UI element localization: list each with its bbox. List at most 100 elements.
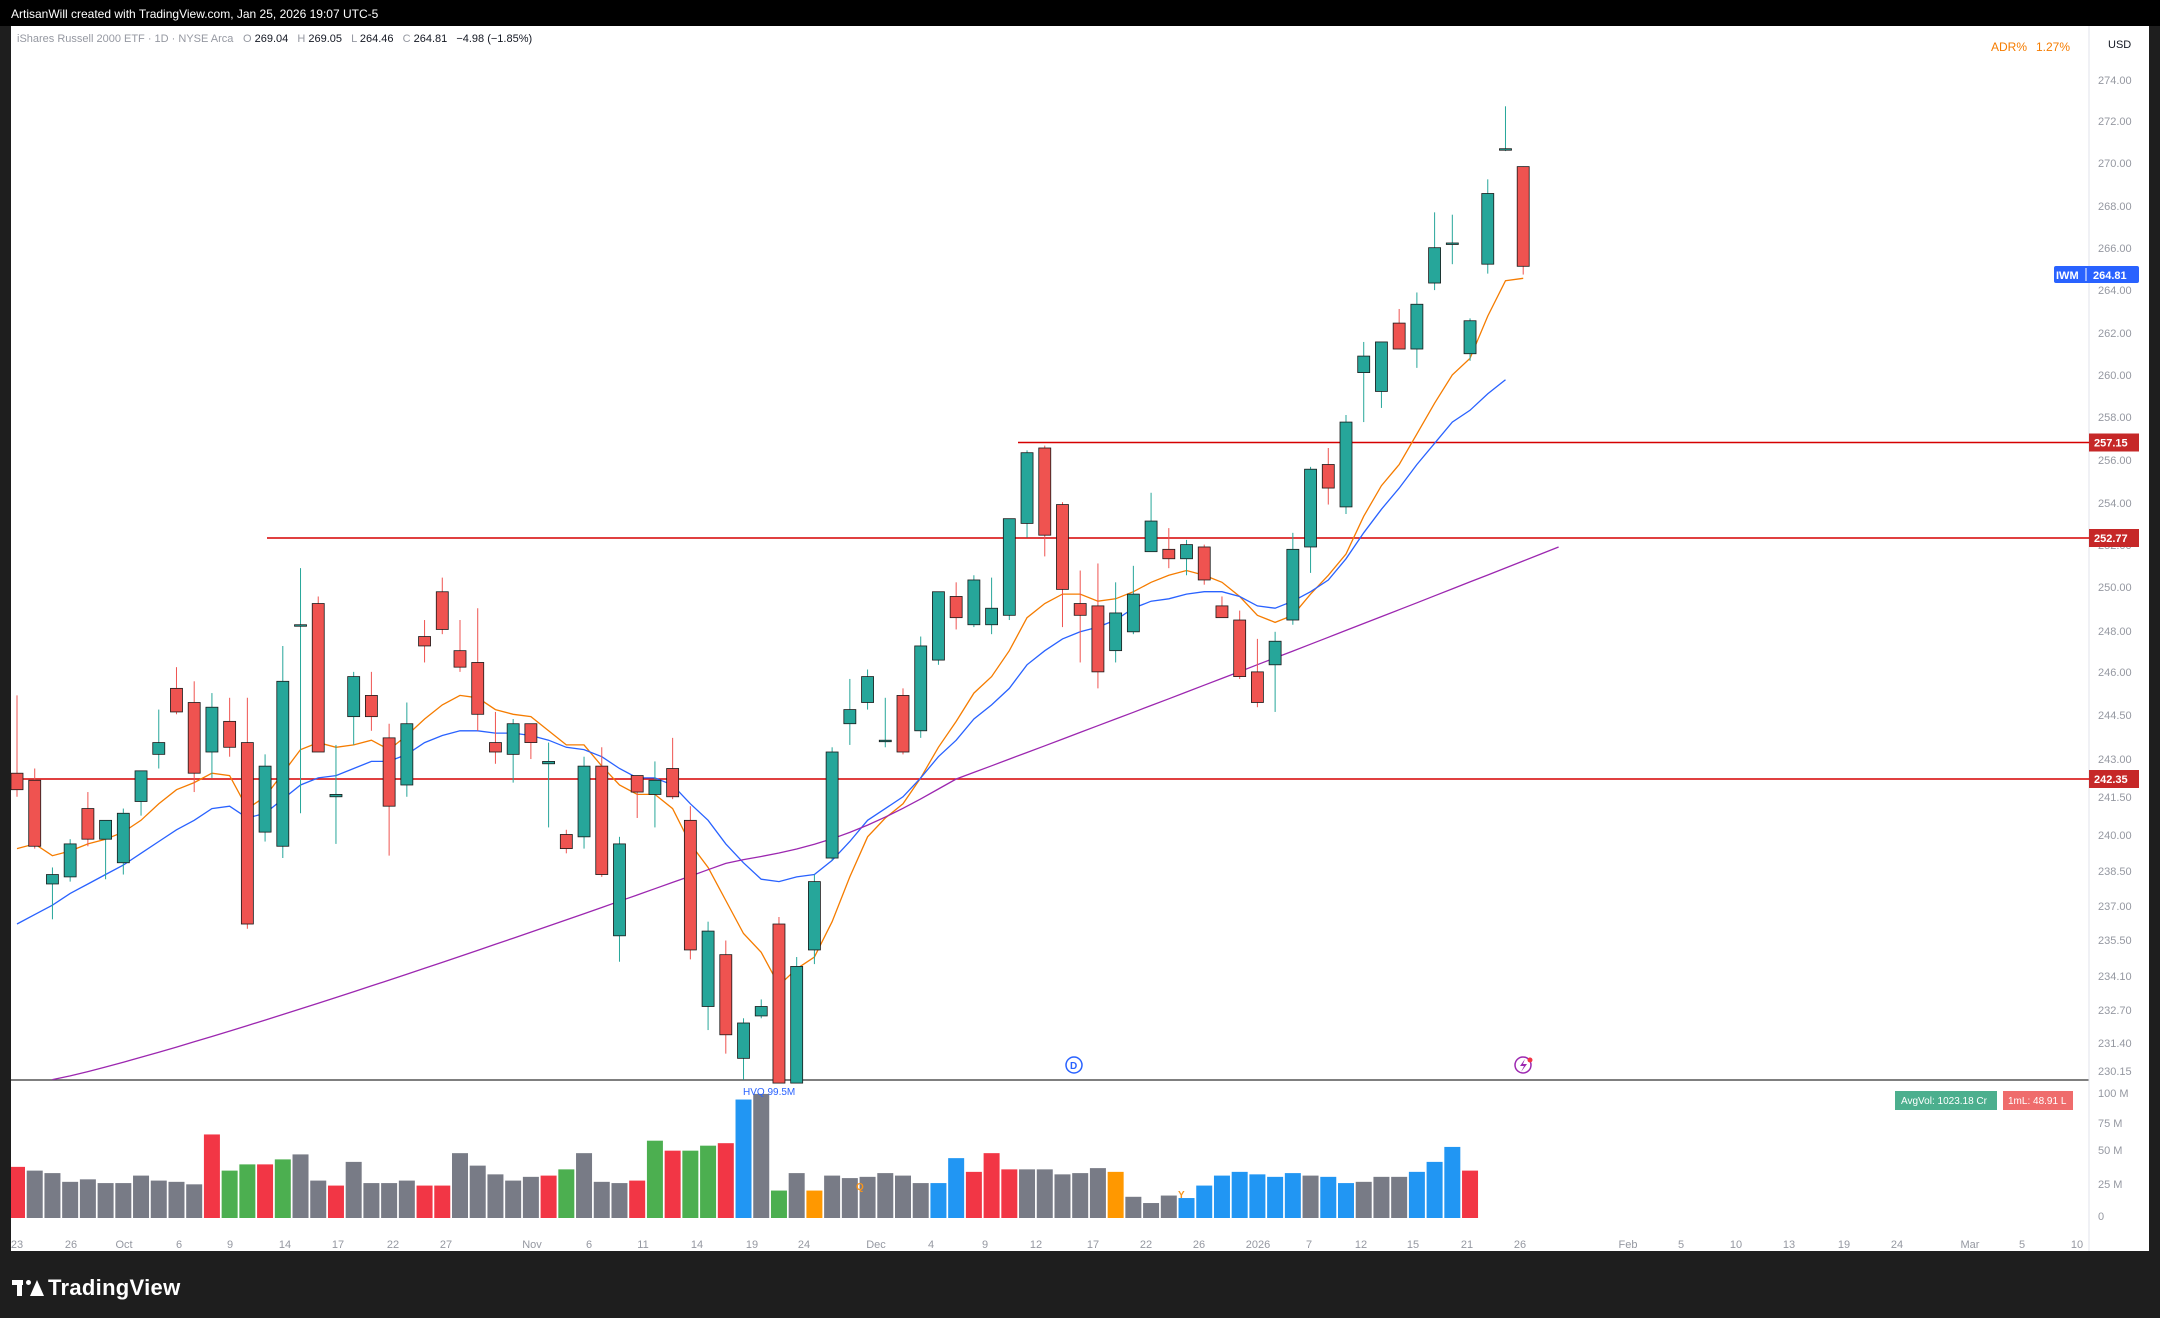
candle-body[interactable] xyxy=(276,680,290,847)
candle-body[interactable] xyxy=(453,650,467,668)
volume-bar[interactable] xyxy=(593,1181,610,1218)
candle-body[interactable] xyxy=(666,768,680,798)
volume-bar[interactable] xyxy=(1196,1185,1213,1218)
volume-bar[interactable] xyxy=(522,1176,539,1218)
candle-body[interactable] xyxy=(808,881,821,951)
candle-body[interactable] xyxy=(683,819,697,951)
volume-bar[interactable] xyxy=(1338,1183,1354,1218)
volume-bar[interactable] xyxy=(1426,1161,1443,1218)
candle-body[interactable] xyxy=(1233,619,1247,677)
candle-body[interactable] xyxy=(701,930,715,1007)
volume-bar[interactable] xyxy=(1019,1169,1036,1218)
candle-body[interactable] xyxy=(1180,544,1193,560)
volume-bar[interactable] xyxy=(1444,1146,1461,1218)
candle-body[interactable] xyxy=(914,645,928,732)
volume-bar[interactable] xyxy=(1125,1196,1142,1218)
volume-bar[interactable] xyxy=(1391,1176,1408,1218)
volume-bar[interactable] xyxy=(1373,1176,1390,1218)
volume-bar[interactable] xyxy=(363,1183,380,1218)
candle-body[interactable] xyxy=(506,723,520,755)
volume-bar[interactable] xyxy=(150,1180,167,1218)
volume-bar[interactable] xyxy=(9,1166,25,1218)
candle-body[interactable] xyxy=(1321,464,1335,489)
candle-body[interactable] xyxy=(825,751,839,859)
volume-bar[interactable] xyxy=(753,1093,770,1218)
candle-body[interactable] xyxy=(630,775,644,793)
candle-body[interactable] xyxy=(400,723,414,786)
candle-body[interactable] xyxy=(613,843,626,937)
volume-bar[interactable] xyxy=(115,1183,132,1218)
candle-body[interactable] xyxy=(99,819,112,840)
volume-bar[interactable] xyxy=(1036,1169,1053,1218)
candle-body[interactable] xyxy=(648,779,662,795)
candle-body[interactable] xyxy=(1410,303,1424,350)
volume-bar[interactable] xyxy=(381,1183,398,1218)
candle-body[interactable] xyxy=(949,596,963,619)
candle-body[interactable] xyxy=(1357,355,1371,373)
dividend-marker[interactable] xyxy=(1065,1056,1083,1074)
volume-bar[interactable] xyxy=(717,1143,734,1218)
candle-body[interactable] xyxy=(382,737,396,807)
candle-body[interactable] xyxy=(1091,605,1105,673)
volume-bar[interactable] xyxy=(1089,1168,1106,1218)
candle-body[interactable] xyxy=(1073,603,1087,616)
candle-body[interactable] xyxy=(1481,193,1495,265)
volume-bar[interactable] xyxy=(859,1176,876,1218)
candle-body[interactable] xyxy=(1428,247,1441,284)
candle-body[interactable] xyxy=(223,720,237,748)
candle-body[interactable] xyxy=(1126,593,1140,633)
volume-bar[interactable] xyxy=(1160,1195,1177,1218)
candle-body[interactable] xyxy=(719,954,733,1036)
candle-body[interactable] xyxy=(1197,546,1211,581)
candle-body[interactable] xyxy=(878,739,892,743)
volume-bar[interactable] xyxy=(806,1190,823,1218)
candle-body[interactable] xyxy=(63,843,77,878)
volume-bar[interactable] xyxy=(44,1173,61,1218)
volume-bar[interactable] xyxy=(1143,1203,1160,1218)
candle-body[interactable] xyxy=(471,662,485,715)
candle-body[interactable] xyxy=(205,706,219,753)
volume-bar[interactable] xyxy=(1267,1176,1284,1218)
candle-body[interactable] xyxy=(754,1006,768,1017)
candle-body[interactable] xyxy=(1144,520,1158,553)
volume-bar[interactable] xyxy=(912,1183,929,1218)
volume-bar[interactable] xyxy=(97,1183,114,1218)
volume-bar[interactable] xyxy=(133,1175,150,1218)
candle-body[interactable] xyxy=(1339,421,1353,508)
candle-body[interactable] xyxy=(1056,504,1069,590)
volume-bar[interactable] xyxy=(487,1174,504,1218)
volume-bar[interactable] xyxy=(79,1179,96,1218)
volume-bar[interactable] xyxy=(452,1153,468,1218)
candle-body[interactable] xyxy=(1392,322,1406,350)
volume-bar[interactable] xyxy=(327,1185,344,1218)
volume-bar[interactable] xyxy=(203,1134,220,1218)
volume-bar[interactable] xyxy=(168,1181,185,1218)
candle-body[interactable] xyxy=(46,874,59,885)
candle-body[interactable] xyxy=(134,770,148,802)
volume-bar[interactable] xyxy=(505,1180,522,1218)
candle-body[interactable] xyxy=(985,607,998,626)
candle-body[interactable] xyxy=(1268,640,1282,666)
candle-body[interactable] xyxy=(1286,548,1300,621)
candle-body[interactable] xyxy=(152,742,166,755)
candle-body[interactable] xyxy=(435,591,449,630)
volume-bar[interactable] xyxy=(26,1170,43,1218)
volume-bar[interactable] xyxy=(646,1140,663,1218)
currency-label[interactable]: USD xyxy=(2108,39,2131,51)
candle-body[interactable] xyxy=(258,765,272,833)
volume-bar[interactable] xyxy=(310,1180,327,1218)
volume-bar[interactable] xyxy=(558,1169,575,1218)
volume-bar[interactable] xyxy=(1284,1173,1301,1218)
volume-bar[interactable] xyxy=(398,1180,415,1218)
volume-bar[interactable] xyxy=(770,1190,787,1218)
volume-bar[interactable] xyxy=(540,1175,557,1218)
volume-bar[interactable] xyxy=(841,1178,858,1218)
candle-body[interactable] xyxy=(1445,242,1459,245)
candle-body[interactable] xyxy=(418,636,431,647)
volume-bar[interactable] xyxy=(257,1164,274,1218)
candle-body[interactable] xyxy=(1109,612,1123,652)
price-chart[interactable]: 274.00 272.00 270.00 268.00 266.00 264.00 262.… xyxy=(9,26,2149,1251)
candle-body[interactable] xyxy=(28,779,42,847)
candle-body[interactable] xyxy=(790,966,804,1084)
candle-body[interactable] xyxy=(1375,341,1388,392)
